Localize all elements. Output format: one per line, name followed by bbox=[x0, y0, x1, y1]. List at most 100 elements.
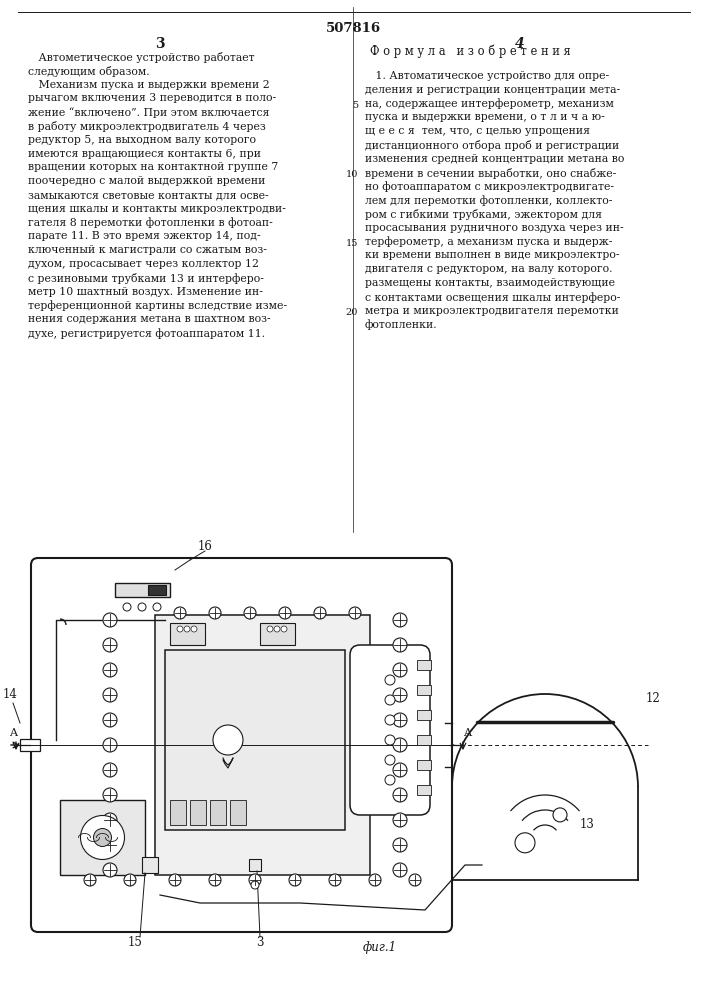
Bar bbox=[142, 857, 158, 873]
Circle shape bbox=[385, 735, 395, 745]
Circle shape bbox=[103, 688, 117, 702]
Circle shape bbox=[209, 607, 221, 619]
Text: 15: 15 bbox=[127, 936, 142, 950]
Circle shape bbox=[103, 638, 117, 652]
Text: в работу микроэлектродвигатель 4 через: в работу микроэлектродвигатель 4 через bbox=[28, 121, 266, 132]
Text: 4: 4 bbox=[515, 37, 525, 51]
Text: с контактами освещения шкалы интерферо-: с контактами освещения шкалы интерферо- bbox=[365, 292, 620, 303]
Circle shape bbox=[385, 675, 395, 685]
Circle shape bbox=[393, 788, 407, 802]
Text: Ф о р м у л а   и з о б р е т е н и я: Ф о р м у л а и з о б р е т е н и я bbox=[370, 45, 571, 58]
Circle shape bbox=[393, 663, 407, 677]
Circle shape bbox=[251, 881, 259, 889]
Text: 12: 12 bbox=[646, 692, 661, 706]
Circle shape bbox=[103, 713, 117, 727]
Bar bbox=[190, 800, 206, 825]
Text: имеются вращающиеся контакты 6, при: имеются вращающиеся контакты 6, при bbox=[28, 149, 261, 159]
Text: но фотоаппаратом с микроэлектродвигате-: но фотоаппаратом с микроэлектродвигате- bbox=[365, 181, 614, 192]
Bar bbox=[20, 739, 40, 751]
Text: дистанционного отбора проб и регистрации: дистанционного отбора проб и регистрации bbox=[365, 140, 619, 151]
Text: ром с гибкими трубками, эжектором для: ром с гибкими трубками, эжектором для bbox=[365, 209, 602, 220]
Circle shape bbox=[385, 755, 395, 765]
Circle shape bbox=[191, 626, 197, 632]
Circle shape bbox=[213, 725, 243, 755]
Text: лем для перемотки фотопленки, коллекто-: лем для перемотки фотопленки, коллекто- bbox=[365, 195, 612, 206]
Bar bbox=[115, 583, 170, 597]
Text: вращении которых на контактной группе 7: вращении которых на контактной группе 7 bbox=[28, 162, 279, 172]
Circle shape bbox=[385, 775, 395, 785]
Circle shape bbox=[93, 828, 112, 846]
Text: гателя 8 перемотки фотопленки в фотоап-: гателя 8 перемотки фотопленки в фотоап- bbox=[28, 218, 273, 228]
Text: времени в сечении выработки, оно снабже-: времени в сечении выработки, оно снабже- bbox=[365, 168, 617, 179]
Circle shape bbox=[103, 838, 117, 852]
Circle shape bbox=[153, 603, 161, 611]
Text: A: A bbox=[463, 728, 471, 738]
Circle shape bbox=[393, 638, 407, 652]
Text: 5: 5 bbox=[352, 101, 358, 110]
Circle shape bbox=[393, 763, 407, 777]
Bar bbox=[249, 859, 261, 871]
Circle shape bbox=[123, 603, 131, 611]
Text: 10: 10 bbox=[346, 170, 358, 179]
Text: терференционной картины вследствие изме-: терференционной картины вследствие изме- bbox=[28, 300, 287, 311]
Text: рычагом включения 3 переводится в поло-: рычагом включения 3 переводится в поло- bbox=[28, 93, 276, 103]
Text: терферометр, а механизм пуска и выдерж-: терферометр, а механизм пуска и выдерж- bbox=[365, 237, 612, 247]
Text: замыкаются световые контакты для осве-: замыкаются световые контакты для осве- bbox=[28, 190, 269, 200]
Text: просасывания рудничного воздуха через ин-: просасывания рудничного воздуха через ин… bbox=[365, 223, 624, 233]
Circle shape bbox=[244, 607, 256, 619]
Bar bbox=[170, 800, 186, 825]
Text: духом, просасывает через коллектор 12: духом, просасывает через коллектор 12 bbox=[28, 259, 259, 269]
Circle shape bbox=[174, 607, 186, 619]
Text: следующим образом.: следующим образом. bbox=[28, 66, 150, 77]
Text: A: A bbox=[9, 728, 17, 738]
Text: 20: 20 bbox=[346, 308, 358, 317]
Circle shape bbox=[103, 788, 117, 802]
Circle shape bbox=[184, 626, 190, 632]
Text: метра и микроэлектродвигателя перемотки: метра и микроэлектродвигателя перемотки bbox=[365, 306, 619, 316]
Text: фотопленки.: фотопленки. bbox=[365, 319, 438, 330]
Text: щ е е с я  тем, что, с целью упрощения: щ е е с я тем, что, с целью упрощения bbox=[365, 126, 590, 136]
Bar bbox=[230, 800, 246, 825]
Circle shape bbox=[393, 713, 407, 727]
Circle shape bbox=[393, 613, 407, 627]
Text: с резиновыми трубками 13 и интерферо-: с резиновыми трубками 13 и интерферо- bbox=[28, 273, 264, 284]
Circle shape bbox=[289, 874, 301, 886]
Text: жение “включено”. При этом включается: жение “включено”. При этом включается bbox=[28, 107, 269, 118]
Circle shape bbox=[393, 688, 407, 702]
Circle shape bbox=[393, 738, 407, 752]
Circle shape bbox=[103, 763, 117, 777]
Text: 3: 3 bbox=[256, 936, 264, 950]
Text: 1. Автоматическое устройство для опре-: 1. Автоматическое устройство для опре- bbox=[365, 71, 609, 81]
Bar bbox=[417, 760, 431, 770]
Text: 13: 13 bbox=[580, 818, 595, 831]
Circle shape bbox=[369, 874, 381, 886]
Circle shape bbox=[329, 874, 341, 886]
Circle shape bbox=[103, 738, 117, 752]
Circle shape bbox=[409, 874, 421, 886]
Text: редуктор 5, на выходном валу которого: редуктор 5, на выходном валу которого bbox=[28, 135, 256, 145]
Circle shape bbox=[81, 816, 124, 859]
Bar bbox=[60, 800, 145, 875]
Circle shape bbox=[249, 874, 261, 886]
Text: щения шкалы и контакты микроэлектродви-: щения шкалы и контакты микроэлектродви- bbox=[28, 204, 286, 214]
Circle shape bbox=[314, 607, 326, 619]
Text: изменения средней концентрации метана во: изменения средней концентрации метана во bbox=[365, 154, 624, 164]
Circle shape bbox=[393, 813, 407, 827]
Circle shape bbox=[124, 874, 136, 886]
Text: пуска и выдержки времени, о т л и ч а ю-: пуска и выдержки времени, о т л и ч а ю- bbox=[365, 112, 604, 122]
Circle shape bbox=[281, 626, 287, 632]
Text: 14: 14 bbox=[3, 688, 18, 702]
Text: фиг.1: фиг.1 bbox=[363, 940, 397, 954]
Bar bbox=[260, 623, 295, 645]
Text: 16: 16 bbox=[197, 540, 212, 554]
Text: нения содержания метана в шахтном воз-: нения содержания метана в шахтном воз- bbox=[28, 314, 271, 324]
Bar bbox=[210, 800, 226, 825]
Text: Механизм пуска и выдержки времени 2: Механизм пуска и выдержки времени 2 bbox=[28, 80, 270, 90]
Text: деления и регистрации концентрации мета-: деления и регистрации концентрации мета- bbox=[365, 85, 620, 95]
Bar bbox=[165, 650, 345, 830]
Circle shape bbox=[177, 626, 183, 632]
Circle shape bbox=[209, 874, 221, 886]
Circle shape bbox=[169, 874, 181, 886]
Circle shape bbox=[385, 695, 395, 705]
Bar bbox=[417, 735, 431, 745]
